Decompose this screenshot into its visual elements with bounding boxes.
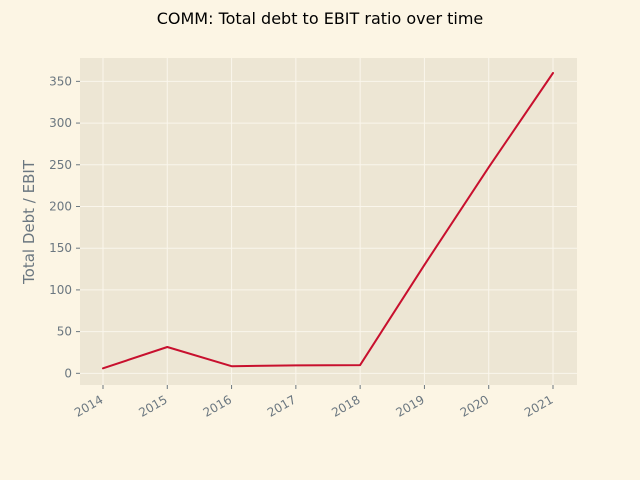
y-tick-label: 250 — [49, 158, 72, 172]
y-tick-label: 200 — [49, 199, 72, 213]
series-layer — [102, 72, 554, 370]
y-tick-label: 350 — [49, 74, 72, 88]
y-axis: 0 50 100 150 200 250 300 350 — [49, 74, 80, 380]
y-tick-label: 150 — [49, 241, 72, 255]
y-tick-label: 100 — [49, 283, 72, 297]
y-tick-label: 300 — [49, 116, 72, 130]
y-tick-label: 0 — [64, 366, 72, 380]
grid-lines — [80, 58, 577, 385]
y-tick-label: 50 — [57, 325, 72, 339]
plot-area — [80, 58, 577, 385]
series-line — [102, 72, 554, 370]
chart-title: COMM: Total debt to EBIT ratio over time — [157, 9, 484, 28]
y-axis-label: Total Debt / EBIT — [20, 159, 38, 285]
